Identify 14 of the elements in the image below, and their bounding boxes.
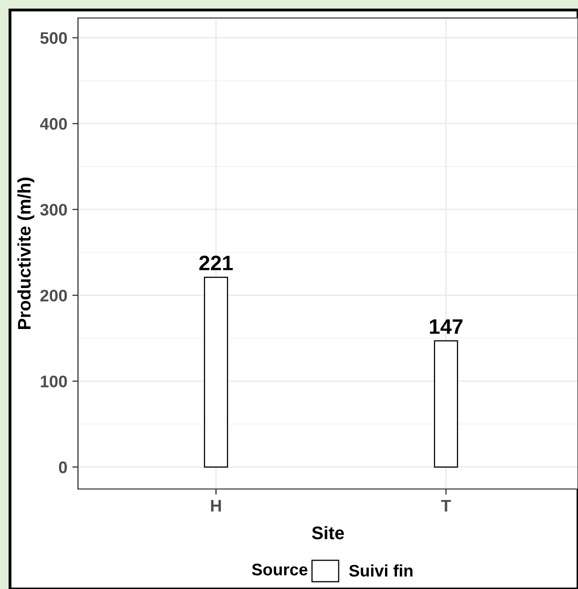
y-tick-label: 0 [58, 461, 67, 474]
legend-title: Source [252, 564, 308, 576]
y-tick-label: 500 [40, 32, 67, 44]
y-tick-label: 200 [40, 290, 67, 302]
y-tick-label: 300 [40, 204, 67, 216]
legend-label: Suivi fin [349, 564, 412, 577]
y-axis-title: Productivite (m/h) [17, 178, 34, 330]
x-tick-label: T [441, 500, 451, 512]
data-label: 147 [430, 319, 462, 334]
y-tick-label: 100 [40, 376, 67, 388]
data-label: 221 [199, 256, 233, 270]
x-axis-title: Site [312, 526, 344, 540]
x-tick-label: H [211, 500, 221, 512]
y-tick-label: 400 [40, 118, 67, 130]
